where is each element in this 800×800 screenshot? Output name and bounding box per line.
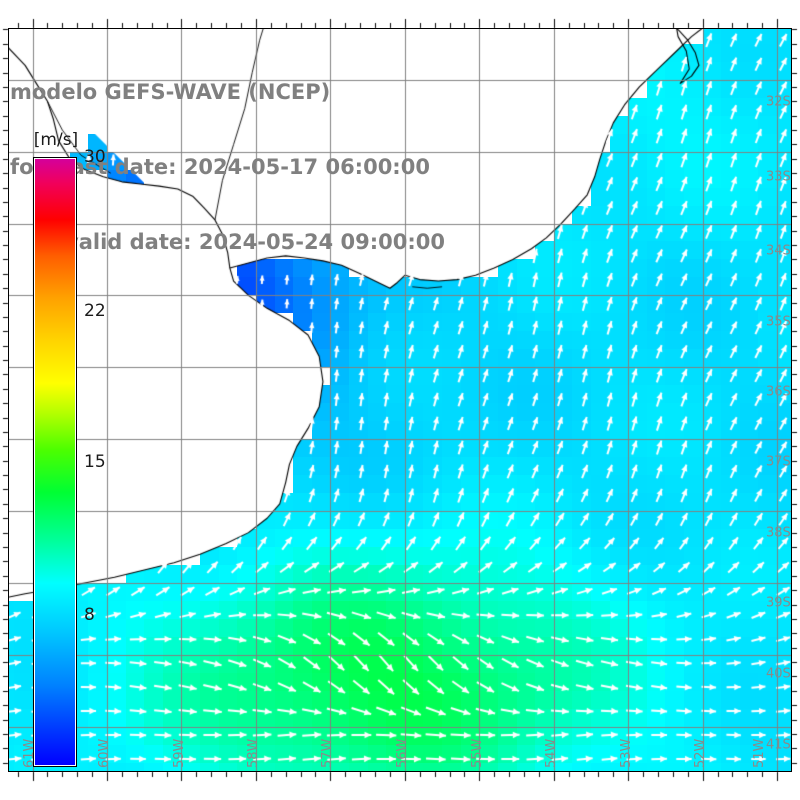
lon-label-51W: 51W [752,738,767,768]
lat-label-39S: 39S [766,595,791,611]
colorbar-gradient [33,157,77,767]
colorbar[interactable] [33,157,77,767]
lat-label-38S: 38S [766,525,791,541]
lon-label-59W: 59W [172,738,187,768]
colorbar-tick-15: 15 [84,452,106,472]
lat-label-41S: 41S [766,737,791,753]
lat-label-33S: 33S [766,169,791,185]
lat-label-35S: 35S [766,314,791,330]
lon-label-61W: 61W [22,738,37,768]
lon-label-54W: 54W [544,738,559,768]
lon-label-55W: 55W [470,738,485,768]
lat-label-40S: 40S [766,666,791,682]
lon-label-53W: 53W [619,738,634,768]
valid-date-label: valid date: 2024-05-24 09:00:00 [65,230,445,254]
forecast-date-label: forecast date: 2024-05-17 06:00:00 [10,155,430,179]
colorbar-tick-22: 22 [84,301,106,321]
lat-label-32S: 32S [766,94,791,110]
lon-label-57W: 57W [320,738,335,768]
lat-label-34S: 34S [766,243,791,259]
lon-label-56W: 56W [395,738,410,768]
colorbar-unit-label: [m/s] [33,130,79,150]
lon-label-58W: 58W [246,738,261,768]
lat-label-36S: 36S [766,384,791,400]
colorbar-tick-8: 8 [84,605,95,625]
colorbar-tick-30: 30 [84,147,106,167]
figure-title-block: modelo GEFS-WAVE (NCEP) forecast date: 2… [10,30,530,305]
model-title: modelo GEFS-WAVE (NCEP) [10,80,331,104]
lon-label-60W: 60W [97,738,112,768]
lat-label-37S: 37S [766,454,791,470]
lon-label-52W: 52W [693,738,708,768]
